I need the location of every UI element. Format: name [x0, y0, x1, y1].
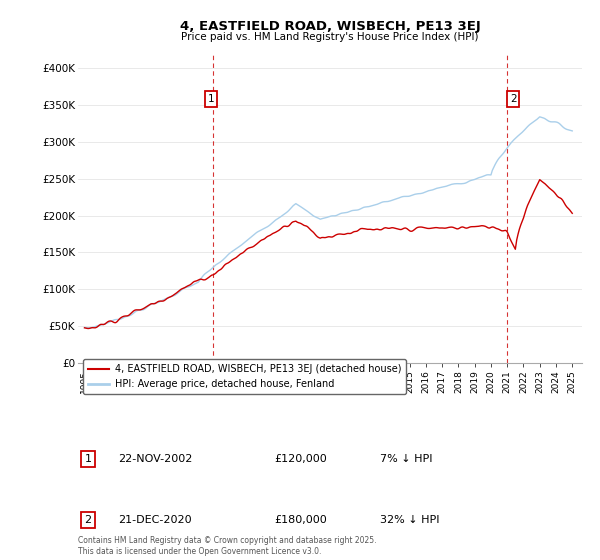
- Text: Price paid vs. HM Land Registry's House Price Index (HPI): Price paid vs. HM Land Registry's House …: [181, 32, 479, 43]
- Text: 32% ↓ HPI: 32% ↓ HPI: [380, 515, 440, 525]
- Text: £180,000: £180,000: [275, 515, 328, 525]
- Text: 4, EASTFIELD ROAD, WISBECH, PE13 3EJ: 4, EASTFIELD ROAD, WISBECH, PE13 3EJ: [179, 20, 481, 32]
- Text: Contains HM Land Registry data © Crown copyright and database right 2025.
This d: Contains HM Land Registry data © Crown c…: [78, 536, 377, 556]
- Legend: 4, EASTFIELD ROAD, WISBECH, PE13 3EJ (detached house), HPI: Average price, detac: 4, EASTFIELD ROAD, WISBECH, PE13 3EJ (de…: [83, 360, 406, 394]
- Text: 7% ↓ HPI: 7% ↓ HPI: [380, 454, 433, 464]
- Text: 21-DEC-2020: 21-DEC-2020: [118, 515, 192, 525]
- Text: 2: 2: [510, 94, 517, 104]
- Text: 22-NOV-2002: 22-NOV-2002: [118, 454, 193, 464]
- Text: £120,000: £120,000: [275, 454, 328, 464]
- Text: 1: 1: [208, 94, 214, 104]
- Text: 2: 2: [85, 515, 92, 525]
- Text: 1: 1: [85, 454, 92, 464]
